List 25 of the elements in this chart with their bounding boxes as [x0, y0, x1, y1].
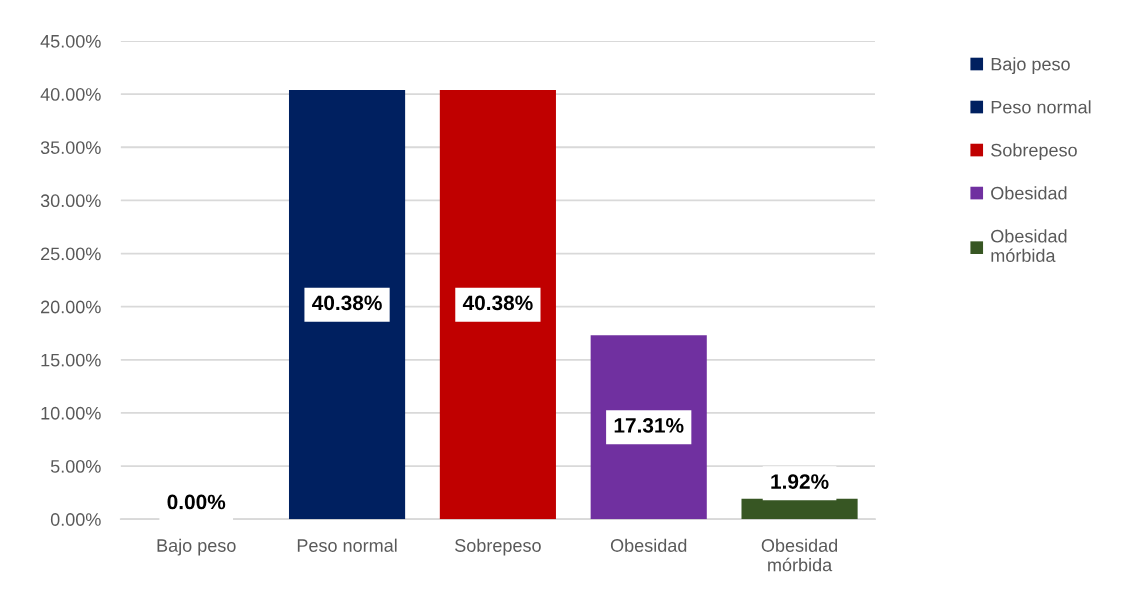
y-tick-label: 20.00%: [41, 300, 101, 314]
data-label: 0.00%: [167, 494, 226, 510]
y-tick-label: 40.00%: [40, 88, 101, 101]
y-tick-label: 5.00%: [50, 459, 101, 473]
data-label: 17.31%: [614, 418, 684, 433]
y-tick-label: 10.00%: [41, 406, 101, 420]
data-label: 40.38%: [462, 295, 533, 311]
legend-label: Sobrepeso: [991, 143, 1077, 161]
legend-label: Bajo peso: [991, 57, 1070, 75]
y-tick-label: 25.00%: [41, 247, 101, 261]
x-tick-label: Bajo peso: [157, 538, 236, 556]
y-tick-label: 0.00%: [50, 513, 101, 526]
x-tick-label: Peso normal: [297, 538, 397, 552]
x-tick-label: Obesidad: [610, 538, 687, 552]
legend-label: Peso normal: [991, 100, 1091, 114]
data-label: 40.38%: [312, 295, 382, 311]
y-tick-label: 15.00%: [41, 353, 101, 367]
y-tick-label: 35.00%: [40, 141, 101, 154]
legend-label: Obesidad: [991, 186, 1067, 200]
y-tick-label: 30.00%: [40, 194, 101, 208]
data-label: 1.92%: [771, 474, 829, 489]
x-tick-label: Sobrepeso: [455, 538, 541, 556]
y-tick-label: 45.00%: [40, 34, 101, 48]
legend-label: Obesidad mórbida: [991, 229, 1067, 263]
x-tick-label: Obesidad mórbida: [761, 538, 838, 572]
